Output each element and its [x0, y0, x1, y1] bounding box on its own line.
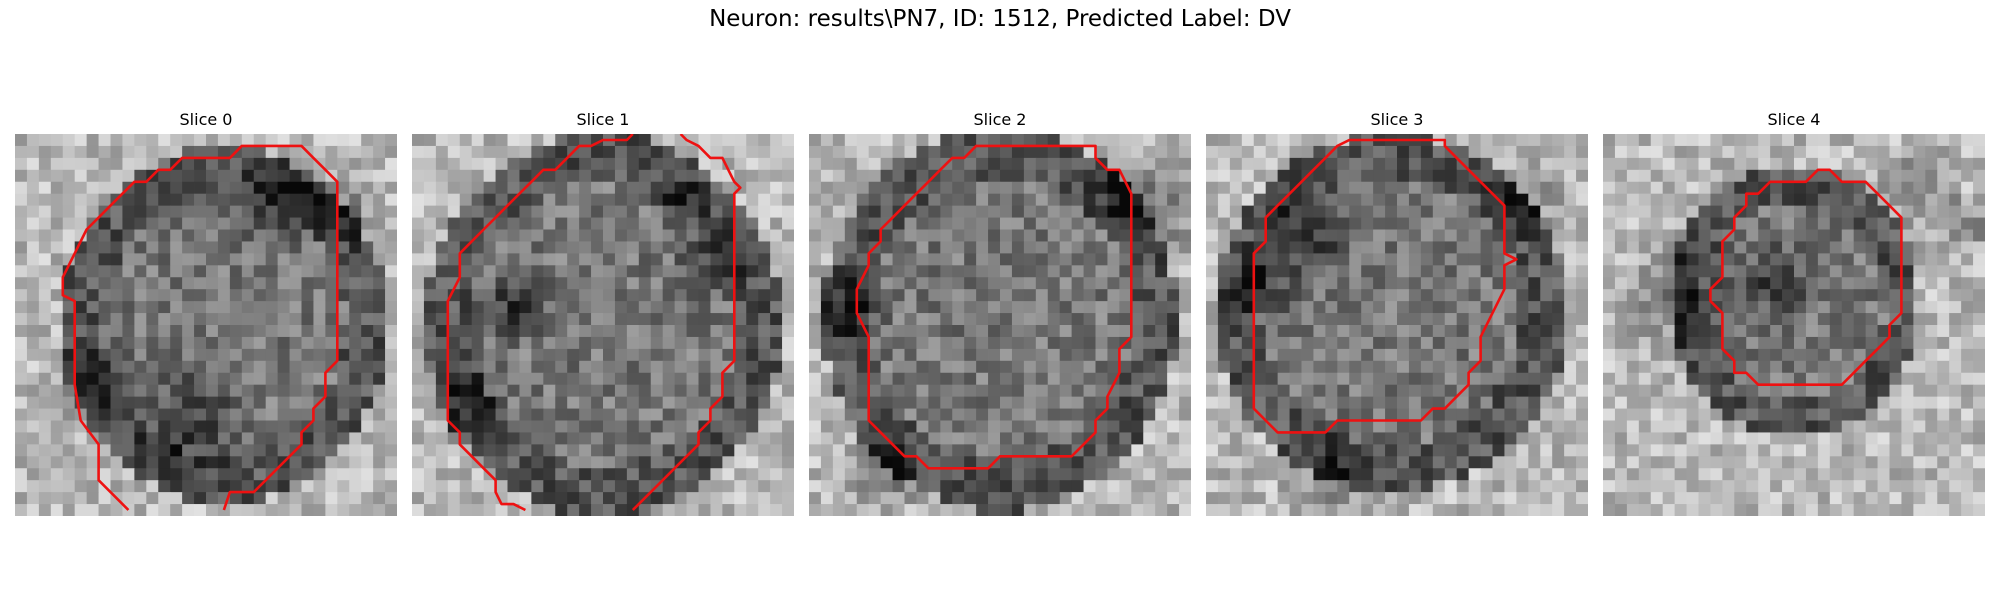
neuron-contour — [61, 144, 339, 511]
slice-image — [809, 134, 1191, 516]
slice-image — [412, 134, 794, 516]
slice-image — [1206, 134, 1588, 516]
neuron-contour — [446, 134, 634, 512]
slice-title: Slice 4 — [1767, 110, 1821, 129]
neuron-contour — [1252, 138, 1518, 434]
slice-panel-0: Slice 0 — [15, 110, 397, 520]
slice-title: Slice 2 — [973, 110, 1027, 129]
neuron-contour — [855, 144, 1133, 470]
slice-panel-3: Slice 3 — [1206, 110, 1588, 520]
neuron-contour — [631, 134, 742, 511]
slice-image — [1603, 134, 1985, 516]
slice-title: Slice 1 — [576, 110, 630, 129]
slice-panel-2: Slice 2 — [809, 110, 1191, 520]
neuron-contour — [1709, 168, 1903, 386]
slice-panel-4: Slice 4 — [1603, 110, 1985, 520]
slice-title: Slice 0 — [179, 110, 233, 129]
slice-panel-1: Slice 1 — [412, 110, 794, 520]
figure-title: Neuron: results\PN7, ID: 1512, Predicted… — [709, 6, 1291, 32]
slice-title: Slice 3 — [1370, 110, 1424, 129]
slice-image — [15, 134, 397, 516]
